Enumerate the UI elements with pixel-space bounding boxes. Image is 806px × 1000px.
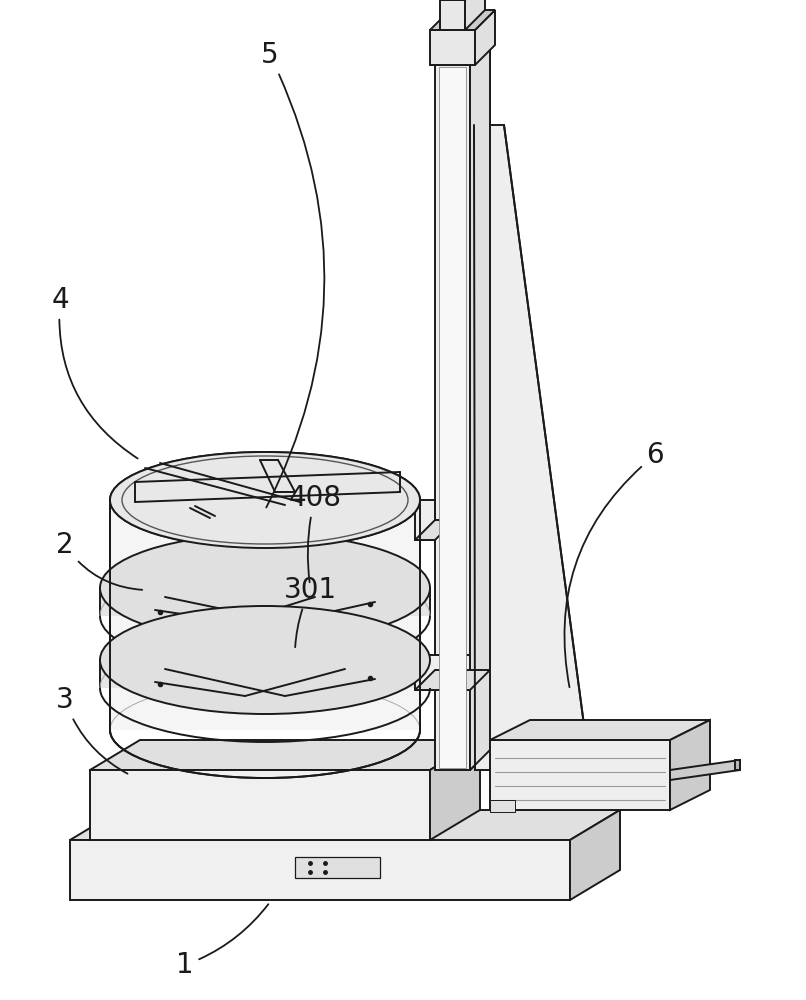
Text: 6: 6 [564, 441, 664, 687]
Polygon shape [490, 800, 515, 812]
Polygon shape [70, 840, 570, 900]
Text: 301: 301 [284, 576, 337, 647]
Polygon shape [70, 810, 620, 840]
Polygon shape [439, 67, 466, 768]
Polygon shape [570, 810, 620, 900]
Ellipse shape [110, 452, 420, 548]
Polygon shape [435, 65, 470, 770]
Polygon shape [415, 655, 470, 690]
Polygon shape [295, 857, 380, 878]
Polygon shape [415, 500, 435, 540]
Polygon shape [470, 45, 490, 770]
Text: 3: 3 [56, 686, 127, 774]
Text: 1: 1 [177, 904, 268, 979]
Text: 408: 408 [289, 484, 342, 582]
Polygon shape [430, 30, 475, 65]
Ellipse shape [110, 452, 420, 548]
Ellipse shape [100, 606, 430, 714]
Polygon shape [475, 10, 495, 65]
Text: 2: 2 [56, 531, 142, 590]
Text: 5: 5 [261, 41, 324, 508]
Polygon shape [440, 0, 465, 30]
Polygon shape [490, 740, 670, 810]
Polygon shape [415, 670, 490, 690]
Ellipse shape [120, 456, 410, 544]
Polygon shape [670, 720, 710, 810]
Polygon shape [110, 500, 420, 730]
Polygon shape [670, 760, 740, 780]
Polygon shape [100, 660, 430, 688]
Polygon shape [735, 760, 740, 770]
Polygon shape [90, 770, 430, 840]
Text: 4: 4 [52, 286, 138, 458]
Polygon shape [430, 740, 480, 840]
Polygon shape [415, 520, 455, 540]
Polygon shape [90, 740, 480, 770]
Polygon shape [490, 720, 710, 740]
Polygon shape [465, 0, 485, 30]
Ellipse shape [100, 534, 430, 642]
Polygon shape [470, 45, 490, 770]
Polygon shape [430, 10, 495, 30]
Polygon shape [474, 125, 590, 770]
Polygon shape [100, 588, 430, 616]
